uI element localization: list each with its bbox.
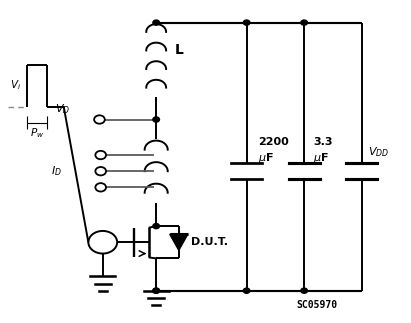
Polygon shape xyxy=(170,234,188,250)
Circle shape xyxy=(301,288,307,293)
Text: 3.3: 3.3 xyxy=(313,137,332,147)
Text: $\mu$F: $\mu$F xyxy=(313,151,329,165)
Text: $P_w$: $P_w$ xyxy=(30,126,44,140)
Text: SC05970: SC05970 xyxy=(296,300,337,310)
Circle shape xyxy=(153,224,159,229)
Text: 2200: 2200 xyxy=(258,137,289,147)
Circle shape xyxy=(153,288,159,293)
Circle shape xyxy=(153,288,159,293)
Circle shape xyxy=(243,20,250,25)
Text: $V_{DD}$: $V_{DD}$ xyxy=(368,145,389,159)
Text: L: L xyxy=(175,43,184,57)
Text: $V_i$: $V_i$ xyxy=(10,79,21,92)
Text: $\mu$F: $\mu$F xyxy=(258,151,274,165)
Circle shape xyxy=(243,288,250,293)
Text: $V_D$: $V_D$ xyxy=(55,102,71,116)
Circle shape xyxy=(153,117,159,122)
Bar xyxy=(231,163,262,179)
Text: $I_D$: $I_D$ xyxy=(51,164,62,178)
Text: D.U.T.: D.U.T. xyxy=(191,237,228,247)
Circle shape xyxy=(301,20,307,25)
Circle shape xyxy=(153,20,159,25)
